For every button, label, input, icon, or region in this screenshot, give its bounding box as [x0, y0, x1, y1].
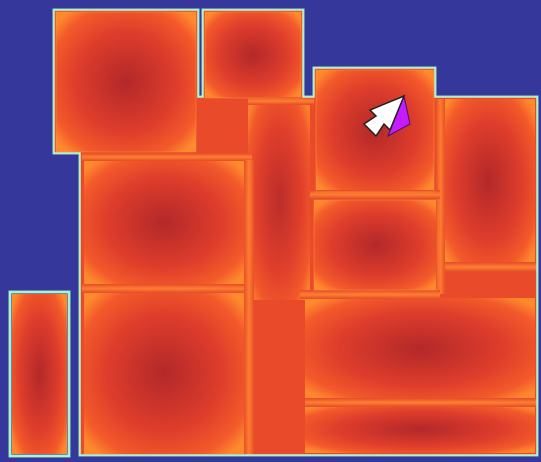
inner-walls — [55, 11, 439, 291]
room-top-middle — [205, 12, 301, 98]
room-center-left — [84, 160, 244, 285]
room-center-column — [248, 100, 310, 300]
room-bottom-strip — [305, 405, 535, 453]
side-building — [12, 294, 67, 454]
room-right-upper — [442, 99, 535, 264]
arrow-pointer-icon — [362, 94, 411, 138]
room-bottom-left — [84, 292, 244, 454]
building-outline-top — [9, 9, 538, 457]
rooms — [56, 12, 535, 454]
room-center-right — [314, 200, 438, 290]
corridors — [82, 97, 537, 455]
room-bottom-right — [305, 298, 535, 400]
room-top-left — [56, 12, 196, 152]
